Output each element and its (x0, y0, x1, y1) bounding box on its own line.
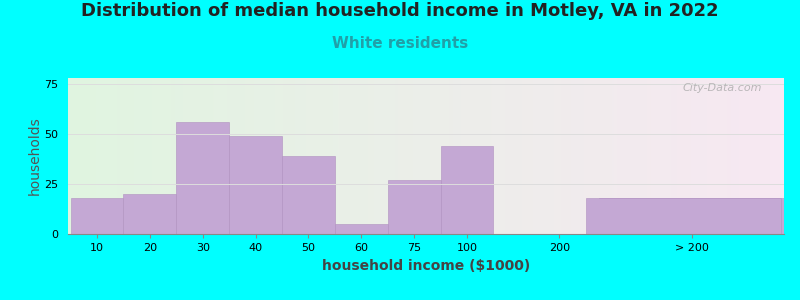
Text: Distribution of median household income in Motley, VA in 2022: Distribution of median household income … (81, 2, 719, 20)
Text: City-Data.com: City-Data.com (683, 83, 762, 93)
X-axis label: household income ($1000): household income ($1000) (322, 259, 530, 273)
Y-axis label: households: households (27, 117, 42, 195)
Bar (335, 224, 388, 234)
Bar (586, 198, 782, 234)
Text: White residents: White residents (332, 36, 468, 51)
Bar (123, 194, 176, 234)
Bar (441, 146, 494, 234)
Bar (282, 156, 335, 234)
Bar (176, 122, 229, 234)
Bar (229, 136, 282, 234)
Bar (70, 198, 123, 234)
Bar (599, 198, 784, 234)
Bar (388, 180, 441, 234)
